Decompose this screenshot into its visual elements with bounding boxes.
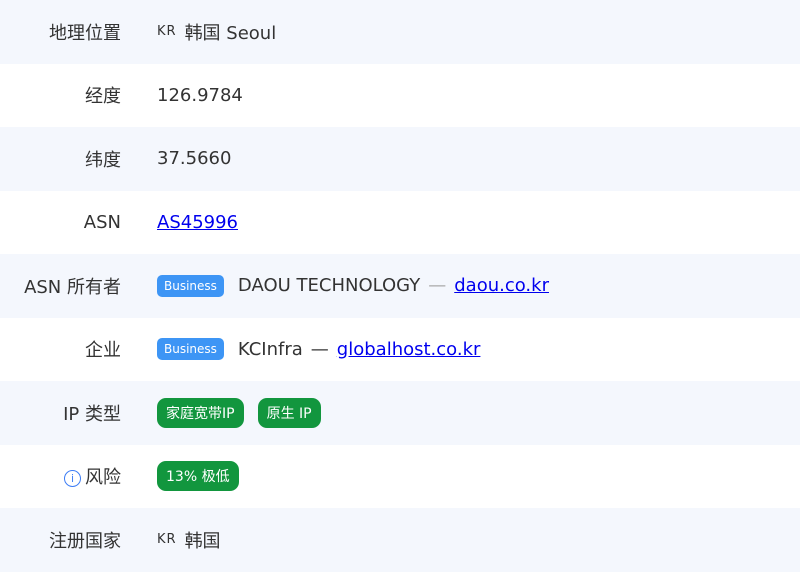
row-company: 企业 Business KCInfra — globalhost.co.kr xyxy=(0,318,800,382)
ip-type-tag-residential: 家庭宽带IP xyxy=(157,397,244,428)
asn-link[interactable]: AS45996 xyxy=(157,211,238,233)
row-asn-owner: ASN 所有者 Business DAOU TECHNOLOGY — daou.co.… xyxy=(0,254,800,318)
row-risk: i 风险 13% 极低 xyxy=(0,445,800,509)
label: 经度 xyxy=(85,86,121,108)
label: 地理位置 xyxy=(49,22,121,44)
business-badge: Business xyxy=(157,338,224,361)
flag-kr-icon: KR xyxy=(157,532,177,548)
row-ip-type: IP 类型 家庭宽带IP 原生 IP xyxy=(0,381,800,445)
separator: — xyxy=(428,275,447,297)
company-name: KCInfra xyxy=(237,338,303,360)
row-location: 地理位置 KR 韩国 Seoul xyxy=(0,0,800,64)
ip-type-tag-native: 原生 IP xyxy=(257,397,321,428)
asn-owner-domain-link[interactable]: daou.co.kr xyxy=(454,275,549,297)
company-domain-link[interactable]: globalhost.co.kr xyxy=(336,338,481,360)
label: 纬度 xyxy=(85,149,121,171)
separator: — xyxy=(310,338,329,360)
label: ASN 所有者 xyxy=(24,276,121,298)
longitude-value: 126.9784 xyxy=(157,84,243,106)
latitude-value: 37.5660 xyxy=(157,148,232,170)
label: ASN xyxy=(83,211,121,233)
label: 注册国家 xyxy=(49,530,121,552)
registered-country-value: 韩国 xyxy=(184,530,221,552)
row-latitude: 纬度 37.5660 xyxy=(0,127,800,191)
info-icon[interactable]: i xyxy=(64,469,81,487)
location-value: 韩国 Seoul xyxy=(184,22,277,44)
label: 企业 xyxy=(85,340,121,362)
row-longitude: 经度 126.9784 xyxy=(0,64,800,128)
label: IP 类型 xyxy=(63,403,121,425)
row-asn: ASN AS45996 xyxy=(0,191,800,255)
row-registered-country: 注册国家 KR 韩国 xyxy=(0,508,800,572)
label: 风险 xyxy=(85,467,121,489)
flag-kr-icon: KR xyxy=(157,24,177,40)
asn-owner-name: DAOU TECHNOLOGY xyxy=(237,275,421,297)
business-badge: Business xyxy=(157,274,224,297)
risk-tag: 13% 极低 xyxy=(157,461,239,492)
